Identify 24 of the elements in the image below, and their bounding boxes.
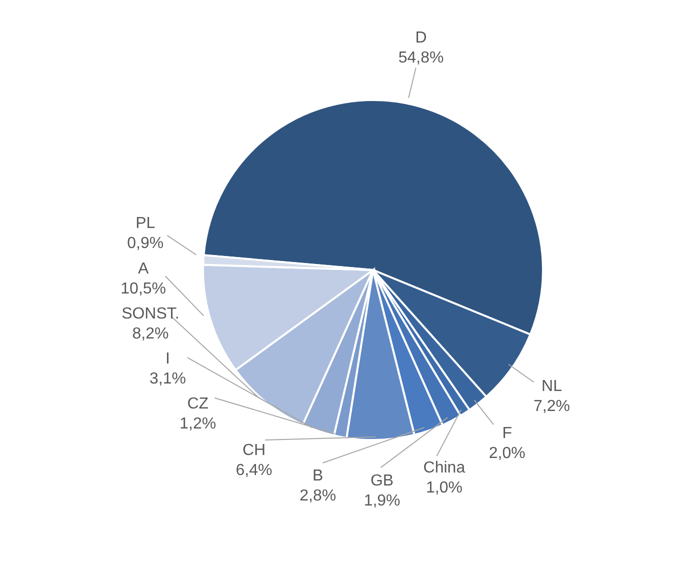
slice-label: B [312, 467, 324, 484]
data-label: 1,2% [180, 415, 216, 432]
data-label: 1,0% [426, 480, 462, 497]
data-label: 3,1% [150, 370, 186, 388]
slice-label: China [423, 460, 466, 477]
data-label: 6,4% [236, 462, 272, 479]
data-label: 8,2% [132, 325, 169, 342]
data-label: 7,2% [534, 398, 570, 415]
slice-label: PL [136, 215, 156, 232]
data-label: 2,0% [488, 444, 526, 462]
slice-label: SONST. [122, 305, 180, 322]
slice-label: NL [542, 378, 562, 395]
slice-label: I [166, 350, 170, 368]
data-label: 0,9% [127, 235, 164, 252]
data-label: 10,5% [120, 280, 166, 298]
slice-label: A [138, 260, 149, 278]
slice-label: D [415, 29, 427, 46]
data-label: 2,8% [300, 487, 336, 504]
slice-label: GB [370, 472, 394, 490]
slice-label: CZ [187, 395, 209, 412]
slice-label: F [502, 424, 512, 442]
data-label: 1,9% [364, 492, 400, 510]
slice-label: CH [242, 442, 266, 459]
data-label: 54,8% [398, 49, 444, 66]
